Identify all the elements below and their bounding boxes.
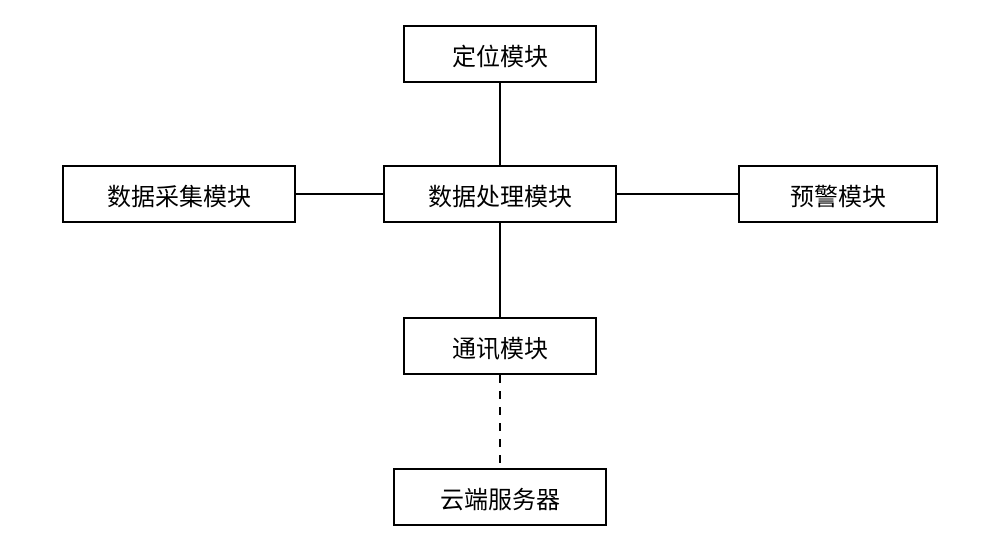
node-label: 数据采集模块 <box>107 177 251 212</box>
node-label: 数据处理模块 <box>428 177 572 212</box>
node-cloud: 云端服务器 <box>393 468 607 526</box>
edge-acquisition-processing <box>296 193 383 195</box>
node-processing: 数据处理模块 <box>383 165 617 223</box>
edge-processing-communication <box>499 223 501 317</box>
node-warning: 预警模块 <box>738 165 938 223</box>
node-communication: 通讯模块 <box>403 317 597 375</box>
node-acquisition: 数据采集模块 <box>62 165 296 223</box>
node-positioning: 定位模块 <box>403 25 597 83</box>
edge-communication-cloud <box>499 375 501 468</box>
node-label: 定位模块 <box>452 37 548 72</box>
node-label: 云端服务器 <box>440 480 560 515</box>
edge-processing-warning <box>617 193 738 195</box>
node-label: 通讯模块 <box>452 329 548 364</box>
flowchart-diagram: 定位模块 数据采集模块 数据处理模块 预警模块 通讯模块 云端服务器 <box>0 0 1000 554</box>
node-label: 预警模块 <box>790 177 886 212</box>
edge-positioning-processing <box>499 83 501 165</box>
